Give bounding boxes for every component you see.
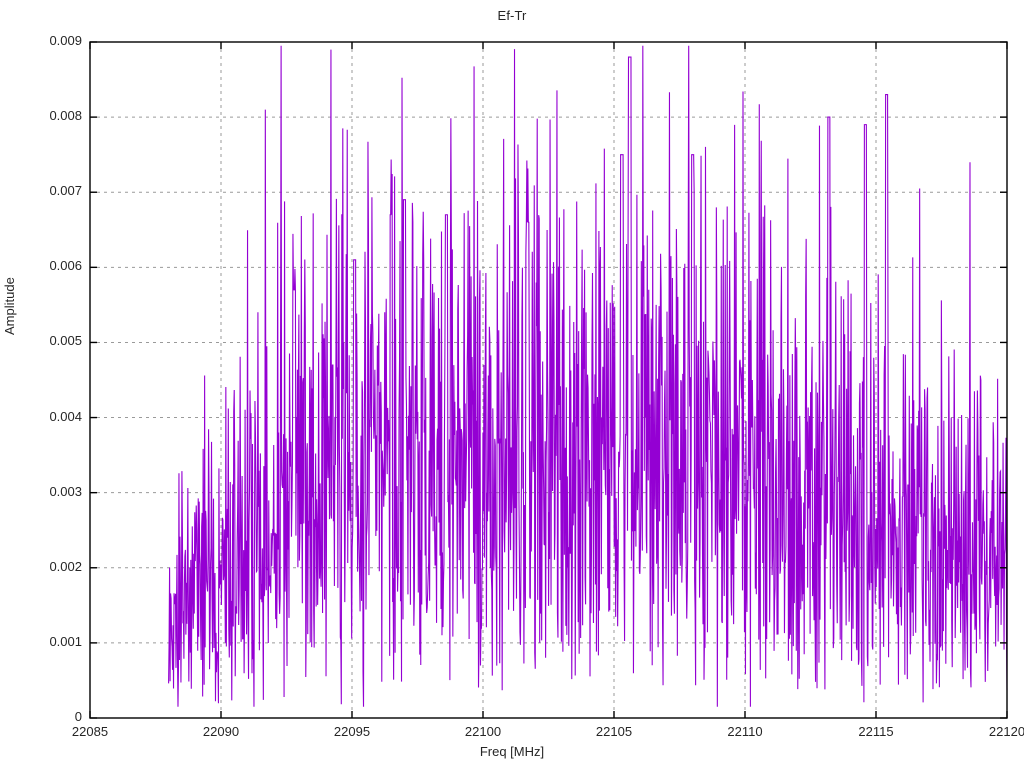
x-tick-label: 22085 xyxy=(71,724,109,739)
y-tick-label: 0.005 xyxy=(49,333,82,349)
y-tick-label: 0.002 xyxy=(49,558,82,574)
y-tick-label: 0.001 xyxy=(49,633,82,649)
y-tick-label: 0.006 xyxy=(49,258,82,274)
y-tick-label: 0.008 xyxy=(49,108,82,124)
x-tick-label: 22100 xyxy=(464,724,502,739)
y-tick-label: 0.003 xyxy=(49,483,82,499)
x-tick-label: 22105 xyxy=(595,724,633,739)
tick-marks xyxy=(89,41,1008,719)
data-series xyxy=(168,45,1008,707)
grid-lines xyxy=(90,41,1007,718)
x-tick-label: 22110 xyxy=(727,724,763,739)
y-tick-label: 0.004 xyxy=(49,408,82,424)
x-tick-label: 22115 xyxy=(858,724,894,739)
x-axis-label: Freq [MHz] xyxy=(479,744,545,759)
y-tick-label: 0.009 xyxy=(49,33,82,48)
y-tick-label: 0 xyxy=(74,709,82,724)
page-title: Ef-Tr xyxy=(497,8,527,23)
x-tick-label: 22095 xyxy=(333,724,371,739)
x-tick-label: 22120 xyxy=(988,724,1024,739)
y-tick-label: 0.007 xyxy=(49,183,82,199)
x-tick-label: 22090 xyxy=(202,724,240,739)
plot-frame xyxy=(89,41,1008,719)
